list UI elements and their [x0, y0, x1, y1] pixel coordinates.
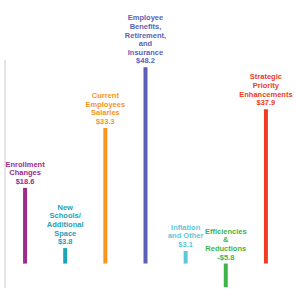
svg-text:Inflation: Inflation: [171, 222, 201, 232]
svg-text:Insurance: Insurance: [127, 47, 164, 57]
svg-text:Schools/: Schools/: [49, 211, 81, 221]
svg-text:Retirement,: Retirement,: [124, 30, 167, 40]
svg-text:New: New: [57, 202, 73, 212]
svg-text:Benefits,: Benefits,: [129, 21, 162, 31]
svg-text:$48.2: $48.2: [136, 56, 155, 65]
svg-text:Changes: Changes: [9, 168, 41, 178]
svg-text:Salaries: Salaries: [91, 108, 120, 118]
svg-text:Reductions: Reductions: [205, 244, 247, 253]
svg-text:$3.8: $3.8: [58, 237, 73, 246]
svg-text:$18.6: $18.6: [16, 177, 35, 186]
svg-text:$33.3: $33.3: [96, 117, 115, 126]
svg-text:-$5.8: -$5.8: [217, 253, 234, 262]
svg-text:and Other: and Other: [167, 231, 204, 241]
svg-text:Strategic: Strategic: [249, 72, 282, 82]
svg-text:Additional: Additional: [46, 219, 84, 229]
svg-text:Space: Space: [54, 228, 77, 238]
svg-text:Priority: Priority: [252, 81, 280, 91]
svg-text:Employees: Employees: [85, 99, 126, 109]
svg-text:Efficiencies: Efficiencies: [204, 226, 247, 236]
svg-text:Current: Current: [91, 91, 119, 101]
svg-text:and: and: [138, 39, 153, 49]
svg-text:$3.1: $3.1: [178, 240, 193, 249]
svg-text:$37.9: $37.9: [257, 98, 276, 107]
svg-text:Employee: Employee: [127, 13, 164, 23]
